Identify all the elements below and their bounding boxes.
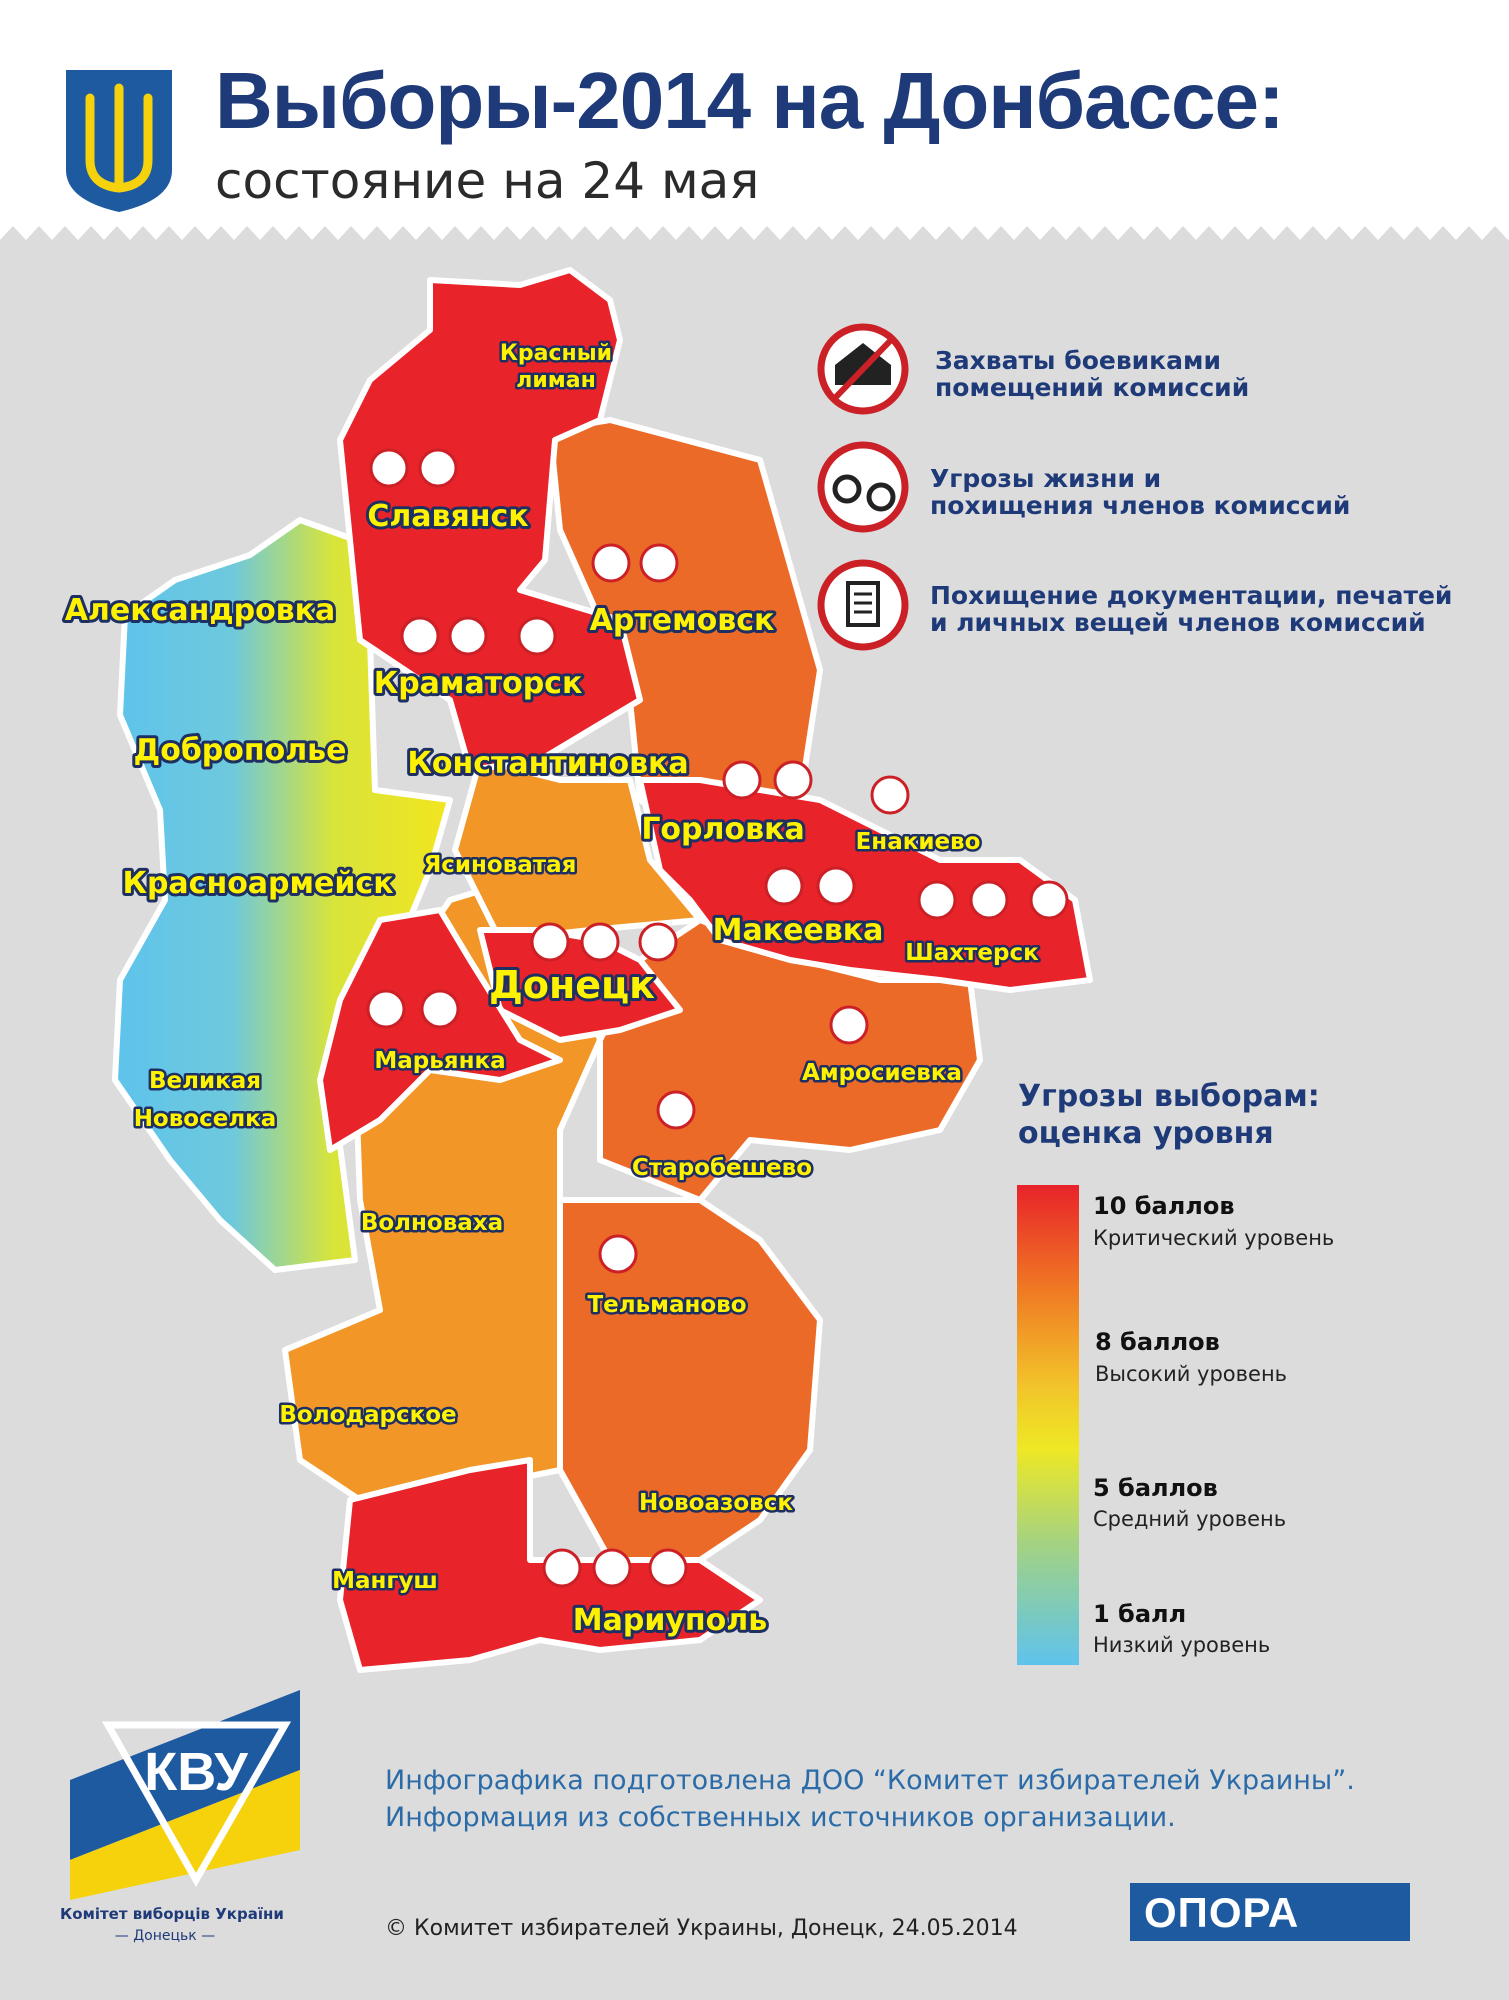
scale-level-10-points: 10 баллов	[1093, 1192, 1235, 1220]
district-label-aleksandrovka: Александровка	[65, 593, 336, 628]
scale-level-1-points: 1 балл	[1093, 1600, 1187, 1628]
scale-title: Угрозы выборам: оценка уровня	[1018, 1079, 1320, 1151]
legend-item-house-seizure: Захваты боевиками помещений комиссий	[935, 346, 1250, 402]
house-seizure-icon	[639, 543, 679, 583]
handcuffs-icon	[448, 616, 488, 656]
district-label-volodarskoe: Володарское	[279, 1402, 456, 1428]
handcuffs-icon	[580, 922, 620, 962]
documents-icon	[369, 448, 409, 488]
district-label-krasny-liman: Красный лиман	[500, 341, 612, 393]
house-seizure-icon	[638, 922, 678, 962]
district-label-dobropolye: Доброполье	[134, 733, 347, 768]
documents-icon	[591, 543, 631, 583]
district-label-volnovakha: Волноваха	[361, 1210, 503, 1236]
opora-logo-text: ОПОРА	[1144, 1889, 1300, 1936]
district-label-artemovsk: Артемовск	[590, 603, 775, 638]
house-seizure-icon	[829, 1005, 869, 1045]
threat-scale-bar	[1017, 1185, 1079, 1665]
district-label-yasinovataya: Ясиноватая	[424, 852, 577, 878]
region-west-zone	[112, 517, 453, 1273]
district-label-mariupol: Мариуполь	[573, 1603, 767, 1638]
district-label-velikaya-novoselka: Великая Новоселка	[134, 1068, 277, 1132]
opora-logo: ОПОРА	[1130, 1883, 1410, 1941]
house-seizure-icon	[517, 616, 557, 656]
district-label-shakhtersk: Шахтерск	[905, 940, 1039, 966]
scale-level-10-desc: Критический уровень	[1093, 1226, 1335, 1250]
legend-item-handcuffs: Угрозы жизни и похищения членов комиссий	[930, 464, 1351, 520]
region-maryinka	[317, 907, 563, 1153]
scale-level-1-desc: Низкий уровень	[1093, 1633, 1271, 1657]
page-subtitle: состояние на 24 мая	[215, 152, 760, 210]
district-label-amvrosievka: Амросиевка	[802, 1060, 962, 1086]
svg-text:КВУ: КВУ	[144, 1742, 249, 1802]
scale-level-8-points: 8 баллов	[1095, 1328, 1220, 1356]
org-name: Комітет виборців України	[60, 1905, 284, 1923]
house-seizure-icon	[648, 1548, 688, 1588]
house-seizure-icon	[366, 989, 406, 1029]
district-label-konstantinovka: Константиновка	[407, 746, 688, 781]
district-label-maryinka: Марьянка	[374, 1048, 505, 1074]
documents-icon	[542, 1548, 582, 1588]
district-label-starobeshevo: Старобешево	[632, 1155, 812, 1181]
district-label-mangush: Мангуш	[332, 1568, 438, 1594]
district-label-novoazovsk: Новоазовск	[639, 1490, 793, 1516]
district-label-donetsk: Донецк	[489, 963, 655, 1007]
house-seizure-icon	[870, 775, 910, 815]
documents-icon	[917, 880, 957, 920]
org-city: — Донецьк —	[114, 1928, 216, 1944]
scale-level-5-desc: Средний уровень	[1093, 1507, 1287, 1531]
district-label-telmanovo: Тельманово	[587, 1292, 746, 1318]
district-label-yenakievo: Енакиево	[856, 829, 981, 855]
house-seizure-icon	[598, 1234, 638, 1274]
kvu-logo: КВУ	[70, 1690, 300, 1900]
legend-item-documents: Похищение документации, печатей и личных …	[930, 581, 1453, 637]
documents-icon	[764, 866, 804, 906]
house-seizure-icon	[773, 760, 813, 800]
house-seizure-icon	[418, 448, 458, 488]
district-label-kramatorsk: Краматорск	[374, 666, 583, 701]
handcuffs-icon	[969, 880, 1009, 920]
legend-icons	[817, 323, 909, 651]
documents-icon	[722, 760, 762, 800]
house-seizure-icon	[816, 866, 856, 906]
district-label-gorlovka: Горловка	[641, 812, 804, 847]
district-label-slavyansk: Славянск	[367, 499, 528, 534]
handcuffs-icon	[592, 1548, 632, 1588]
house-seizure-icon	[656, 1090, 696, 1130]
credit-text: Инфографика подготовлена ДОО “Комитет из…	[385, 1765, 1355, 1833]
scale-level-8-desc: Высокий уровень	[1095, 1362, 1288, 1386]
handcuffs-icon	[420, 989, 460, 1029]
district-label-krasnoarmeysk: Красноармейск	[122, 866, 393, 901]
documents-icon	[400, 616, 440, 656]
documents-icon	[530, 922, 570, 962]
trident-coat-of-arms-icon	[66, 70, 172, 212]
house-seizure-icon	[1029, 880, 1069, 920]
page-title: Выборы-2014 на Донбассе:	[215, 56, 1285, 145]
copyright: © Комитет избирателей Украины, Донецк, 2…	[385, 1916, 1018, 1941]
region-telmanovo-novoazovsk	[557, 1197, 823, 1563]
district-label-makeevka: Макеевка	[713, 913, 884, 948]
scale-level-5-points: 5 баллов	[1093, 1474, 1218, 1502]
